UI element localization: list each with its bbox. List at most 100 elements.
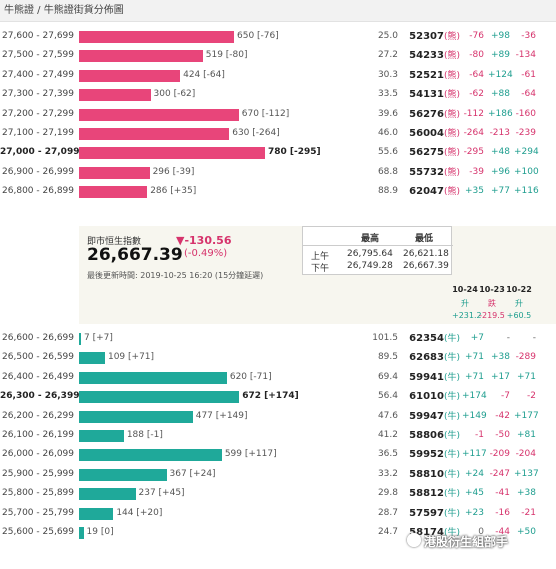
type-tag: (熊): [443, 167, 460, 178]
strike-range: 26,000 - 26,099: [2, 449, 74, 460]
strike-range: 26,800 - 26,899: [2, 186, 74, 197]
warrant-code: 57597(牛): [402, 505, 460, 523]
strike-range: 26,900 - 26,999: [2, 166, 74, 177]
type-tag: (熊): [443, 109, 460, 120]
daily-change: -1: [475, 430, 484, 440]
pm-low: 26,667.39: [403, 261, 449, 271]
daily-change: +117: [462, 449, 487, 460]
daily-change: -62: [469, 89, 484, 100]
ratio-value: 101.5: [372, 333, 398, 343]
bull-bar: [79, 527, 84, 539]
ratio-value: 33.5: [377, 89, 398, 100]
ratio-value: 41.2: [377, 430, 398, 440]
date-change-3: +60.5: [506, 311, 532, 320]
bar-label: 477 [+149]: [195, 410, 248, 421]
daily-change: +38: [491, 352, 510, 363]
strike-range: 25,600 - 25,699: [2, 527, 74, 537]
daily-change: +24: [465, 468, 484, 479]
type-tag: (牛): [443, 411, 460, 422]
daily-change: -209: [489, 449, 510, 460]
daily-change: +35: [465, 186, 484, 197]
bear-row: 27,100 - 27,199 630 [-264] 46.0 56004(熊) -26…: [0, 125, 556, 142]
strike-range: 26,600 - 26,699: [2, 333, 74, 343]
strike-range: 26,500 - 26,599: [2, 352, 74, 363]
type-tag: (熊): [443, 129, 460, 139]
ratio-value: 36.5: [377, 449, 398, 460]
bear-bar: [79, 147, 265, 160]
bar-label: 296 [-39]: [152, 166, 195, 177]
bull-row: 26,200 - 26,299 477 [+149] 47.6 59947(牛) +14…: [0, 408, 556, 425]
daily-change: +71: [465, 352, 484, 363]
index-title: 即市恒生指數: [87, 237, 142, 247]
direction-3: 升: [515, 299, 523, 308]
bar-label: 519 [-80]: [205, 50, 248, 61]
daily-change: +137: [514, 468, 539, 479]
ratio-value: 56.4: [377, 391, 398, 402]
bar-label: 367 [+24]: [169, 468, 216, 479]
code-number: 55732: [409, 166, 444, 178]
code-number: 56276: [409, 108, 444, 120]
daily-change: -239: [515, 128, 536, 138]
code-number: 58810: [409, 468, 444, 480]
bull-row: 26,300 - 26,399 672 [+174] 56.4 61010(牛) +17…: [0, 388, 556, 405]
daily-change: +7: [470, 333, 484, 343]
daily-change: +186: [488, 108, 513, 119]
strike-range: 27,100 - 27,199: [2, 128, 74, 138]
bull-row: 26,600 - 26,699 7 [+7] 101.5 62354(牛) +7 - -: [0, 330, 556, 347]
bull-bar: [79, 391, 240, 404]
type-tag: (熊): [443, 51, 460, 62]
date-change-2: -219.5: [479, 311, 505, 320]
daily-change: -134: [515, 50, 536, 61]
code-number: 61010: [409, 391, 444, 403]
bar-label: 650 [-76]: [237, 31, 279, 41]
daily-change: -42: [495, 410, 510, 421]
divider: [303, 245, 453, 246]
warrant-code: 54131(熊): [402, 86, 460, 104]
daily-change: +98: [491, 31, 510, 41]
bar-label: 630 [-264]: [232, 128, 280, 138]
bear-bar: [79, 31, 234, 43]
daily-change: -50: [495, 430, 510, 440]
warrant-code: 52521(熊): [402, 67, 460, 85]
date-2: 10-23: [479, 285, 505, 294]
code-number: 56004: [409, 128, 444, 139]
ratio-value: 25.0: [377, 31, 398, 41]
code-number: 62047: [409, 186, 444, 198]
breadcrumb: 牛熊證 / 牛熊證街貨分佈圖: [0, 0, 556, 22]
bear-bar: [79, 69, 181, 82]
warrant-code: 58812(牛): [402, 485, 460, 503]
daily-change: -2: [527, 391, 536, 402]
ratio-value: 47.6: [377, 410, 398, 421]
strike-range: 27,600 - 27,699: [2, 31, 74, 41]
bull-bar: [79, 507, 114, 520]
bear-bar: [79, 108, 239, 121]
bull-bar: [79, 430, 124, 442]
code-number: 52307: [409, 31, 444, 42]
bull-row: 26,400 - 26,499 620 [-71] 69.4 59941(牛) +71 +…: [0, 369, 556, 386]
warrant-code: 58810(牛): [402, 466, 460, 484]
bull-bar: [79, 468, 167, 481]
daily-change: -289: [515, 352, 536, 363]
strike-range: 26,400 - 26,499: [2, 371, 74, 382]
daily-change: +38: [517, 488, 536, 499]
daily-change: -160: [515, 108, 536, 119]
daily-change: -39: [469, 166, 484, 177]
bear-row: 27,200 - 27,299 670 [-112] 39.6 56276(熊) -11…: [0, 106, 556, 123]
code-number: 59941: [409, 371, 444, 383]
bull-bar: [79, 333, 81, 345]
warrant-code: 59947(牛): [402, 408, 460, 426]
daily-change: -64: [469, 69, 484, 80]
code-number: 54131: [409, 89, 444, 101]
strike-range: 26,200 - 26,299: [2, 410, 74, 421]
strike-range: 27,300 - 27,399: [2, 89, 74, 100]
type-tag: (牛): [443, 353, 460, 364]
daily-change: -36: [521, 31, 536, 41]
warrant-code: 56004(熊): [402, 125, 460, 143]
type-tag: (熊): [443, 187, 460, 198]
bar-label: 599 [+117]: [224, 449, 277, 460]
code-number: 58174: [409, 527, 444, 538]
index-value: 26,667.39: [87, 245, 183, 265]
warrant-code: 55732(熊): [402, 164, 460, 182]
bear-row: 27,000 - 27,099 780 [-295] 55.6 56275(熊) -29…: [0, 144, 556, 161]
bear-row: 27,300 - 27,399 300 [-62] 33.5 54131(熊) -62 +…: [0, 86, 556, 103]
